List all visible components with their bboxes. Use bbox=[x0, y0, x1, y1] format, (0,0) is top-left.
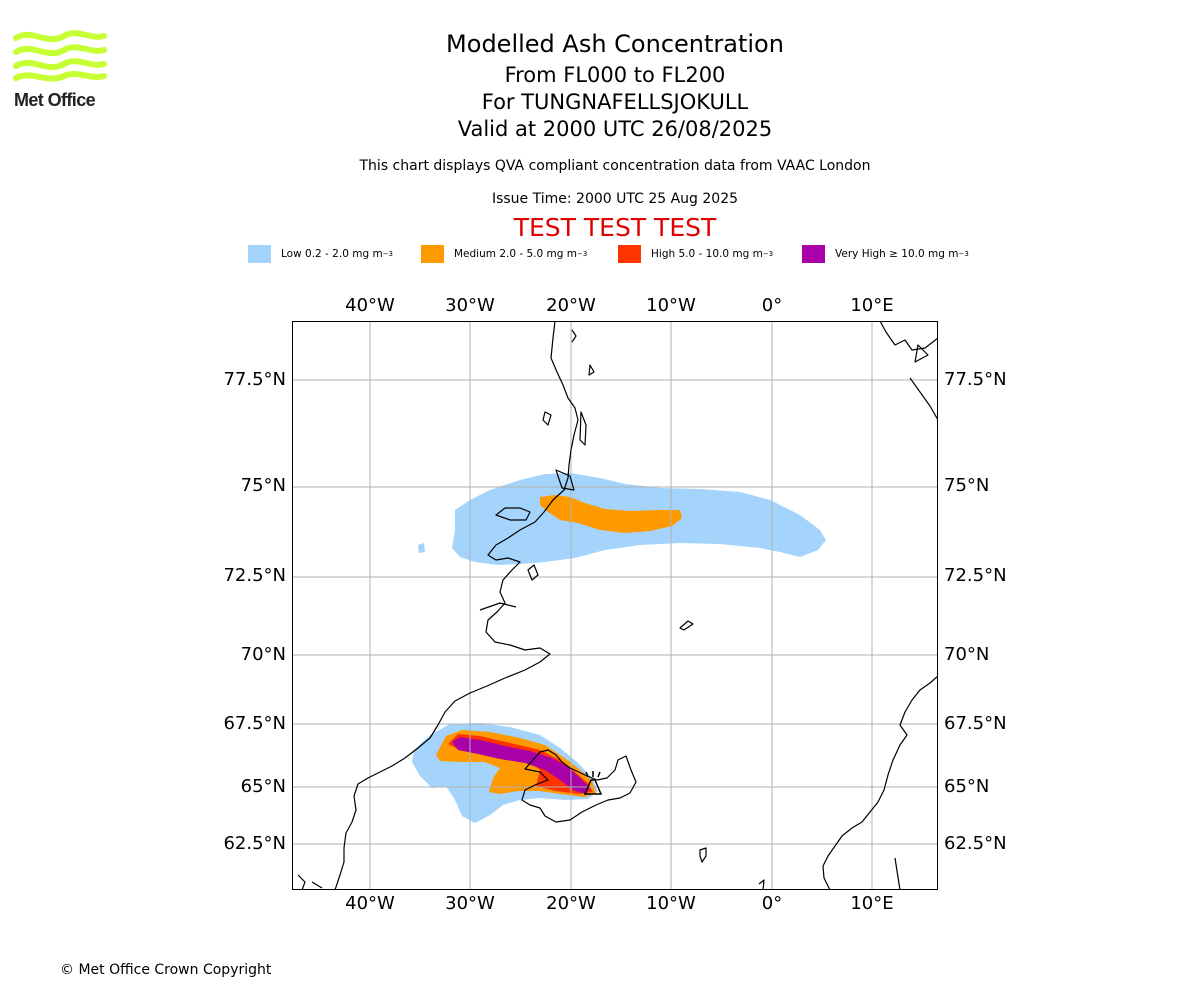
coastlines bbox=[297, 321, 938, 890]
lat-label-left: 65°N bbox=[240, 776, 286, 797]
lon-label-bottom: 40°W bbox=[345, 893, 395, 914]
met-office-waves-icon bbox=[13, 30, 107, 82]
chart-title: Modelled Ash Concentration bbox=[446, 30, 784, 58]
lat-label-right: 67.5°N bbox=[944, 713, 1007, 734]
lat-label-left: 62.5°N bbox=[223, 833, 286, 854]
legend-swatch-low bbox=[248, 245, 271, 263]
copyright-notice: © Met Office Crown Copyright bbox=[60, 962, 272, 978]
lon-label-top: 10°E bbox=[850, 295, 894, 316]
coast-svalbard bbox=[879, 321, 938, 351]
lat-label-left: 67.5°N bbox=[223, 713, 286, 734]
lat-label-right: 72.5°N bbox=[944, 565, 1007, 586]
lat-label-left: 77.5°N bbox=[223, 369, 286, 390]
lon-label-top: 20°W bbox=[546, 295, 596, 316]
met-office-logo: Met Office bbox=[12, 28, 112, 110]
lon-label-bottom: 30°W bbox=[445, 893, 495, 914]
chart-description: This chart displays QVA compliant concen… bbox=[359, 158, 871, 174]
valid-time: Valid at 2000 UTC 26/08/2025 bbox=[457, 117, 773, 141]
lat-label-right: 77.5°N bbox=[944, 369, 1007, 390]
legend-item-very-high: Very High ≥ 10.0 mg m −3 bbox=[802, 245, 969, 263]
ash-map[interactable] bbox=[292, 321, 939, 891]
coast-shetland bbox=[758, 879, 765, 890]
test-banner: TEST TEST TEST bbox=[513, 213, 717, 242]
coast-norway bbox=[822, 675, 938, 890]
graticule bbox=[292, 321, 938, 890]
legend-swatch-very-high bbox=[802, 245, 825, 263]
legend-label-medium: Medium 2.0 - 5.0 mg m bbox=[454, 248, 577, 260]
ash-low-north-fragment bbox=[418, 543, 425, 553]
legend-swatch-medium bbox=[421, 245, 444, 263]
legend-item-low: Low 0.2 - 2.0 mg m −3 bbox=[248, 245, 393, 263]
lon-label-top: 10°W bbox=[646, 295, 696, 316]
lat-label-right: 75°N bbox=[944, 475, 990, 496]
lon-label-bottom: 0° bbox=[761, 893, 783, 914]
ash-plume-north bbox=[418, 473, 826, 565]
flight-level-range: From FL000 to FL200 bbox=[504, 63, 726, 87]
ash-very-high-south bbox=[452, 737, 590, 794]
legend-label-high: High 5.0 - 10.0 mg m bbox=[651, 248, 763, 260]
legend-label-low: Low 0.2 - 2.0 mg m bbox=[281, 248, 383, 260]
lon-label-bottom: 20°W bbox=[546, 893, 596, 914]
coast-greenland-east bbox=[334, 321, 579, 890]
coast-faroe bbox=[699, 847, 707, 863]
coast-jan-mayen bbox=[679, 620, 694, 631]
coast-iceland bbox=[521, 749, 637, 823]
lon-label-top: 40°W bbox=[345, 295, 395, 316]
legend-item-medium: Medium 2.0 - 5.0 mg m −3 bbox=[421, 245, 587, 263]
lat-label-left: 72.5°N bbox=[223, 565, 286, 586]
volcano-name: For TUNGNAFELLSJOKULL bbox=[481, 90, 749, 114]
volcano-marker-icon bbox=[583, 771, 603, 795]
lat-label-left: 75°N bbox=[240, 475, 286, 496]
legend-swatch-high bbox=[618, 245, 641, 263]
lon-label-top: 30°W bbox=[445, 295, 495, 316]
lat-label-right: 65°N bbox=[944, 776, 990, 797]
lon-label-top: 0° bbox=[761, 295, 783, 316]
lat-label-right: 70°N bbox=[944, 644, 990, 665]
logo-text: Met Office bbox=[14, 90, 96, 110]
issue-time: Issue Time: 2000 UTC 25 Aug 2025 bbox=[491, 191, 739, 207]
lon-label-bottom: 10°W bbox=[646, 893, 696, 914]
ash-medium-north bbox=[540, 495, 682, 533]
lat-label-left: 70°N bbox=[240, 644, 286, 665]
lat-label-right: 62.5°N bbox=[944, 833, 1007, 854]
map-frame bbox=[292, 321, 938, 890]
legend-item-high: High 5.0 - 10.0 mg m −3 bbox=[618, 245, 773, 263]
lon-label-bottom: 10°E bbox=[850, 893, 894, 914]
ash-plume-south bbox=[412, 723, 598, 823]
legend-label-very-high: Very High ≥ 10.0 mg m bbox=[835, 248, 959, 260]
